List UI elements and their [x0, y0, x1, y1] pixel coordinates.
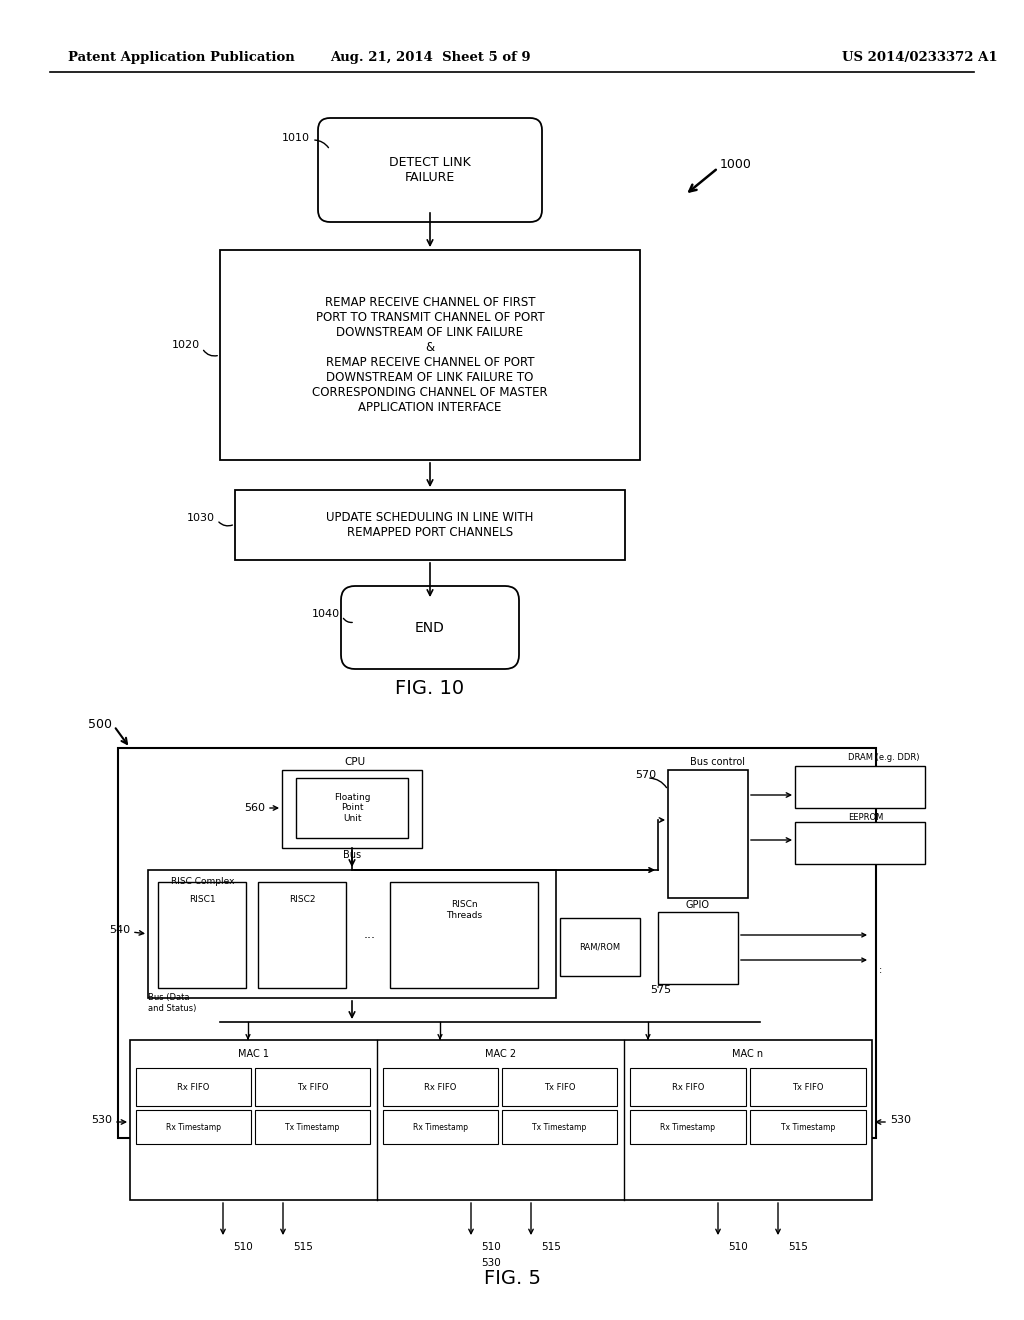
Text: 575: 575 — [650, 985, 671, 995]
Text: 510: 510 — [728, 1242, 748, 1251]
Text: RISC1: RISC1 — [188, 895, 215, 904]
Text: UPDATE SCHEDULING IN LINE WITH
REMAPPED PORT CHANNELS: UPDATE SCHEDULING IN LINE WITH REMAPPED … — [327, 511, 534, 539]
Text: 530: 530 — [91, 1115, 112, 1125]
Text: 1040: 1040 — [312, 609, 340, 619]
Text: DETECT LINK
FAILURE: DETECT LINK FAILURE — [389, 156, 471, 183]
Bar — [282, 770, 422, 847]
Bar — [158, 882, 246, 987]
Bar — [255, 1110, 370, 1144]
Text: RAM/ROM: RAM/ROM — [580, 942, 621, 952]
Bar — [258, 882, 346, 987]
Bar — [383, 1110, 498, 1144]
Text: 1000: 1000 — [720, 158, 752, 172]
Text: 500: 500 — [88, 718, 112, 730]
Text: Tx FIFO: Tx FIFO — [297, 1082, 329, 1092]
Text: 515: 515 — [541, 1242, 561, 1251]
Bar — [118, 748, 876, 1138]
Text: Bus (Data
and Status): Bus (Data and Status) — [148, 993, 197, 1012]
Text: :: : — [879, 965, 882, 975]
Text: REMAP RECEIVE CHANNEL OF FIRST
PORT TO TRANSMIT CHANNEL OF PORT
DOWNSTREAM OF LI: REMAP RECEIVE CHANNEL OF FIRST PORT TO T… — [312, 296, 548, 414]
Text: 560: 560 — [244, 803, 265, 813]
Bar — [630, 1110, 746, 1144]
Text: MAC 2: MAC 2 — [485, 1049, 516, 1059]
Text: END: END — [415, 620, 445, 635]
Text: Tx FIFO: Tx FIFO — [544, 1082, 575, 1092]
Text: 540: 540 — [109, 925, 130, 935]
Text: Aug. 21, 2014  Sheet 5 of 9: Aug. 21, 2014 Sheet 5 of 9 — [330, 51, 530, 65]
Text: RISC Complex: RISC Complex — [171, 878, 234, 887]
Bar — [130, 1040, 872, 1200]
Text: 510: 510 — [233, 1242, 253, 1251]
Text: Rx Timestamp: Rx Timestamp — [660, 1122, 716, 1131]
Text: Patent Application Publication: Patent Application Publication — [68, 51, 295, 65]
Text: MAC n: MAC n — [732, 1049, 764, 1059]
Text: Tx FIFO: Tx FIFO — [793, 1082, 823, 1092]
Text: DRAM (e.g. DDR): DRAM (e.g. DDR) — [848, 754, 920, 763]
Bar — [220, 249, 640, 459]
Text: MAC 1: MAC 1 — [238, 1049, 268, 1059]
Text: FIG. 5: FIG. 5 — [483, 1269, 541, 1287]
Bar — [750, 1068, 866, 1106]
Text: Rx FIFO: Rx FIFO — [424, 1082, 457, 1092]
Text: 530: 530 — [481, 1258, 501, 1269]
Bar — [383, 1068, 498, 1106]
Text: Rx FIFO: Rx FIFO — [177, 1082, 210, 1092]
Text: Tx Timestamp: Tx Timestamp — [781, 1122, 836, 1131]
Text: CPU: CPU — [344, 756, 366, 767]
Text: RISCn
Threads: RISCn Threads — [445, 900, 482, 920]
Bar — [502, 1068, 617, 1106]
Text: Tx Timestamp: Tx Timestamp — [286, 1122, 340, 1131]
Bar — [255, 1068, 370, 1106]
Text: 515: 515 — [788, 1242, 808, 1251]
Bar — [630, 1068, 746, 1106]
Bar — [136, 1068, 251, 1106]
Text: RISC2: RISC2 — [289, 895, 315, 904]
Text: Rx Timestamp: Rx Timestamp — [166, 1122, 221, 1131]
Bar — [502, 1110, 617, 1144]
Text: ...: ... — [364, 928, 376, 941]
Text: Bus control: Bus control — [690, 756, 745, 767]
Bar — [795, 822, 925, 865]
Bar — [136, 1110, 251, 1144]
FancyBboxPatch shape — [341, 586, 519, 669]
Text: Floating
Point
Unit: Floating Point Unit — [334, 793, 371, 822]
Bar — [234, 490, 625, 560]
Text: Rx Timestamp: Rx Timestamp — [413, 1122, 468, 1131]
FancyBboxPatch shape — [318, 117, 542, 222]
Bar — [795, 766, 925, 808]
Bar — [658, 912, 738, 983]
Text: Bus: Bus — [343, 850, 361, 861]
Text: EEPROM: EEPROM — [848, 813, 884, 822]
Bar — [668, 770, 748, 898]
Text: 510: 510 — [481, 1242, 501, 1251]
Bar — [390, 882, 538, 987]
Bar — [148, 870, 556, 998]
Text: US 2014/0233372 A1: US 2014/0233372 A1 — [842, 51, 997, 65]
Text: FIG. 10: FIG. 10 — [395, 678, 465, 697]
Bar — [560, 917, 640, 975]
Text: 570: 570 — [635, 770, 656, 780]
Text: 1020: 1020 — [172, 341, 200, 350]
Bar — [750, 1110, 866, 1144]
Text: 515: 515 — [293, 1242, 313, 1251]
Text: 1010: 1010 — [282, 133, 310, 143]
Bar — [296, 777, 408, 838]
Text: Tx Timestamp: Tx Timestamp — [532, 1122, 587, 1131]
Text: GPIO: GPIO — [686, 900, 710, 909]
Text: 1030: 1030 — [187, 513, 215, 523]
Text: Rx FIFO: Rx FIFO — [672, 1082, 705, 1092]
Text: 530: 530 — [890, 1115, 911, 1125]
